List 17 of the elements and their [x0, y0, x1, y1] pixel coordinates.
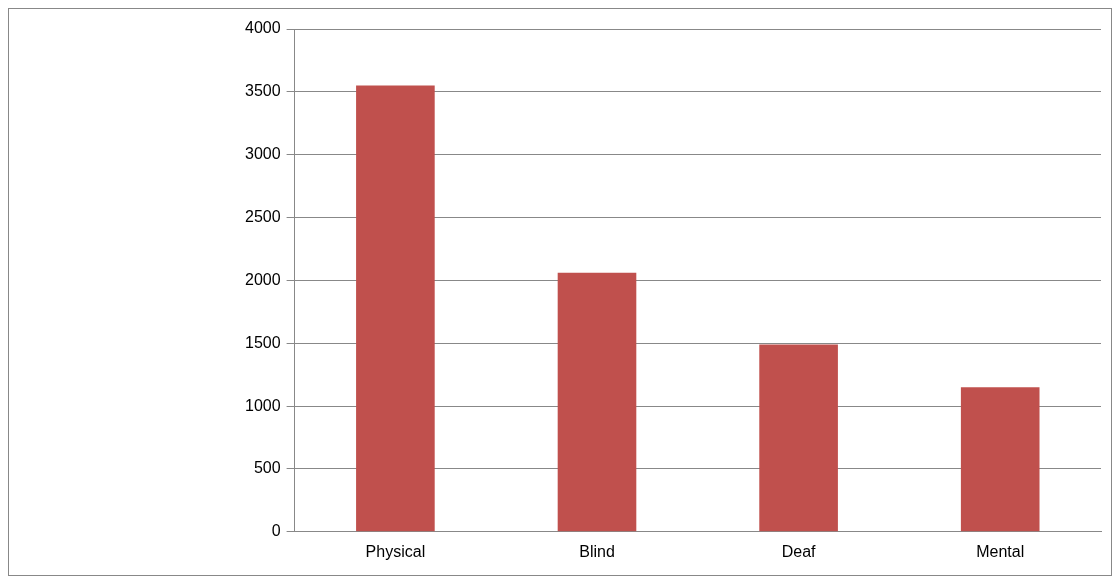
y-tick-label: 1000: [245, 396, 281, 414]
y-tick-label: 1500: [245, 333, 281, 351]
y-tick-label: 500: [253, 459, 281, 477]
x-tick-label: Physical: [365, 542, 426, 560]
x-tick-label: Blind: [579, 542, 615, 560]
y-tick-label: 3000: [245, 145, 281, 163]
y-tick-label: 4000: [245, 19, 281, 37]
bar: [759, 344, 838, 532]
y-tick-label: 0: [271, 522, 281, 540]
bar: [557, 272, 637, 532]
bar: [356, 85, 435, 532]
y-tick-label: 3500: [245, 82, 281, 100]
y-tick-label: 2000: [245, 270, 281, 288]
y-tick-label: 2500: [245, 207, 281, 225]
x-tick-label: Mental: [976, 542, 1025, 560]
x-tick-label: Deaf: [781, 542, 817, 560]
bar: [960, 387, 1040, 532]
